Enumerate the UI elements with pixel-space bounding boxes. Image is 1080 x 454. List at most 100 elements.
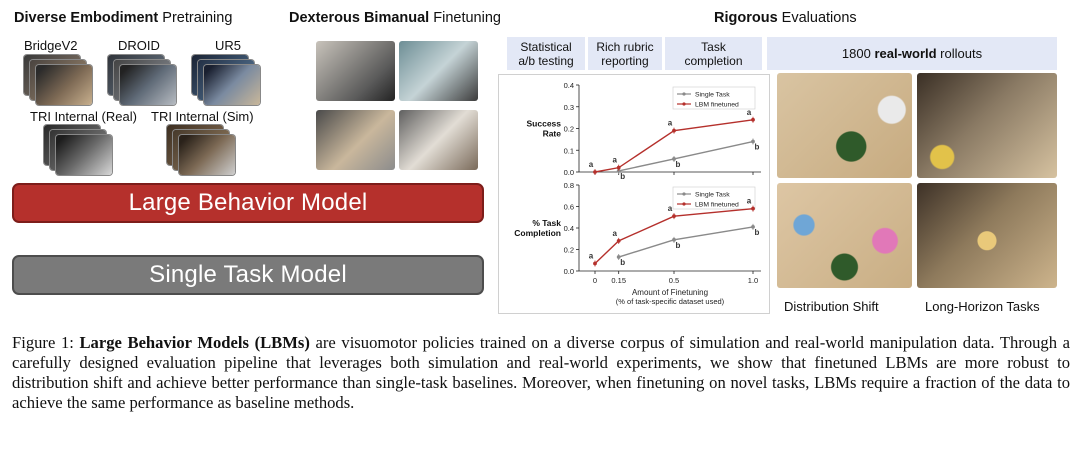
ab-testing-header: Statistical a/b testing — [507, 37, 585, 70]
chart-1-ylabel-line2: Completion — [514, 228, 561, 238]
finetuning-photo-4 — [399, 110, 478, 170]
chart-1-series-1-significance-letter: a — [589, 251, 594, 260]
droid-image-front — [120, 65, 176, 105]
bridge-image-front — [36, 65, 92, 105]
task-completion-header: Task completion — [665, 37, 762, 70]
long-horizon-caption: Long-Horizon Tasks — [925, 299, 1040, 314]
rubric-reporting-header: Rich rubric reporting — [588, 37, 662, 70]
chart-0-ylabel-line2: Rate — [543, 129, 562, 139]
pretraining-header-rest: Pretraining — [158, 10, 233, 26]
distribution-shift-photo-top — [777, 73, 912, 178]
caption-body: are visuomotor policies trained on a div… — [12, 333, 1070, 412]
rollouts-header-text: 1800 real-world rollouts — [841, 45, 983, 61]
long-horizon-photo-top — [917, 73, 1057, 178]
figure-caption: Figure 1: Large Behavior Models (LBMs) a… — [12, 333, 1070, 413]
results-chart-panel: 0.0 0.1 0.2 0.3 0.4 Success Rate Single Task LBM… — [498, 74, 770, 314]
large-behavior-model-label: Large Behavior Model — [128, 189, 368, 216]
chart-1-xtick-label: 0.15 — [611, 276, 626, 285]
chart-0-legend-label: LBM finetuned — [695, 102, 739, 109]
chart-1-xtick-label: 0.5 — [669, 276, 679, 285]
tri-sim-image-front — [179, 135, 235, 175]
chart-1-series-0-point — [672, 237, 676, 242]
chart-1-series-0-significance-letter: b — [676, 241, 681, 250]
rubric-line2: reporting — [601, 53, 649, 68]
chart-1-series-1-point — [593, 261, 597, 266]
finetuning-header-bold: Dexterous Bimanual — [289, 10, 430, 26]
rollouts-prefix: 1800 — [841, 45, 875, 61]
chart-1-series-1-point — [616, 239, 621, 243]
chart-0-series-1-point — [616, 165, 621, 170]
chart-0-legend-marker — [682, 92, 686, 96]
chart-1-xlabel-line1: Amount of Finetuning — [632, 288, 708, 297]
chart-0-legend-box — [672, 86, 756, 110]
chart-1-legend-marker — [682, 192, 686, 196]
rollouts-header: 1800 real-world rollouts — [767, 37, 1057, 70]
dataset-label-droid: DROID — [118, 38, 160, 53]
dataset-label-bridge: BridgeV2 — [24, 38, 78, 53]
chart-0-series-1-significance-letter: a — [589, 160, 594, 169]
chart-1-xlabel-line2: (% of task-specific dataset used) — [616, 297, 725, 306]
evaluations-header-bold: Rigorous — [714, 10, 778, 26]
rubric-line1: Rich rubric — [596, 39, 654, 54]
finetuning-header: Dexterous Bimanual Finetuning — [289, 10, 501, 26]
chart-1-series-1-point — [751, 206, 755, 211]
chart-1-series-0-point — [751, 225, 755, 229]
chart-1-ytick-label: 0.8 — [564, 181, 574, 190]
chart-1-legend-label: LBM finetuned — [695, 202, 739, 209]
chart-1-series-1-significance-letter: a — [612, 229, 617, 238]
long-horizon-photo-bottom — [917, 183, 1057, 288]
single-task-model-label: Single Task Model — [149, 261, 347, 288]
evaluations-header: Rigorous Evaluations — [714, 10, 857, 26]
chart-0-series-1-significance-letter: a — [668, 119, 673, 128]
chart-1-ytick-label: 0.2 — [564, 246, 574, 255]
distribution-shift-photo-bottom — [777, 183, 912, 288]
chart-1-ylabel-line1: % Task — [532, 218, 561, 228]
chart-0-ytick-label: 0.1 — [564, 146, 574, 155]
finetuning-photo-2 — [399, 41, 478, 101]
finetuning-header-rest: Finetuning — [429, 10, 501, 26]
chart-1-series-0-point — [616, 255, 621, 259]
chart-0-series-0-point — [751, 139, 755, 144]
chart-0-series-0-significance-letter: b — [620, 172, 625, 181]
chart-1-series-0-significance-letter: b — [620, 258, 625, 267]
ur5-image-front — [204, 65, 260, 105]
chart-0-legend-marker — [682, 102, 686, 106]
chart-0-series-1-line — [594, 119, 754, 173]
chart-0-series-0-point — [616, 169, 621, 173]
ab-testing-header-text: Statistical a/b testing — [518, 40, 573, 68]
chart-0-ytick-label: 0.3 — [564, 103, 574, 112]
chart-1-series-1-significance-letter: a — [747, 197, 752, 206]
rollouts-bold: real-world — [874, 45, 937, 61]
pretraining-header: Diverse Embodiment Pretraining — [14, 10, 232, 26]
chart-0-ytick-label: 0.2 — [564, 125, 574, 134]
chart-0-series-0-significance-letter: b — [676, 160, 681, 169]
distribution-shift-caption: Distribution Shift — [784, 299, 879, 314]
task-completion-header-text: Task completion — [684, 40, 742, 68]
chart-1-legend-marker — [682, 202, 686, 206]
chart-1-ytick-label: 0.6 — [564, 203, 574, 212]
chart-1-xtick-label: 0 — [593, 276, 597, 285]
dataset-label-tri-sim: TRI Internal (Sim) — [151, 109, 254, 124]
tri-real-image-front — [56, 135, 112, 175]
chart-1-series-1-line — [594, 207, 754, 264]
caption-prefix: Figure 1: — [12, 333, 80, 352]
ab-testing-line1: Statistical — [520, 39, 572, 54]
single-task-model-bar: Single Task Model — [12, 255, 484, 295]
chart-1-series-1-point — [672, 214, 676, 219]
finetuning-photo-3 — [316, 110, 395, 170]
dataset-label-tri-real: TRI Internal (Real) — [30, 109, 137, 124]
chart-1-legend-label: Single Task — [695, 192, 730, 199]
pretraining-header-bold: Diverse Embodiment — [14, 10, 159, 26]
chart-1-ytick-label: 0.0 — [564, 267, 574, 276]
chart-0-ytick-label: 0.4 — [564, 81, 574, 90]
chart-0-series-0-point — [672, 157, 676, 161]
task-line1: Task — [701, 39, 726, 54]
rollouts-suffix: rollouts — [936, 45, 983, 61]
chart-0-series-1-significance-letter: a — [612, 156, 617, 165]
chart-0-series-1-significance-letter: a — [747, 108, 752, 117]
ab-testing-line2: a/b testing — [518, 53, 574, 68]
chart-0-series-0-significance-letter: b — [755, 143, 760, 152]
chart-0-series-0-line — [618, 140, 754, 172]
chart-0-ylabel-line1: Success — [527, 119, 562, 129]
